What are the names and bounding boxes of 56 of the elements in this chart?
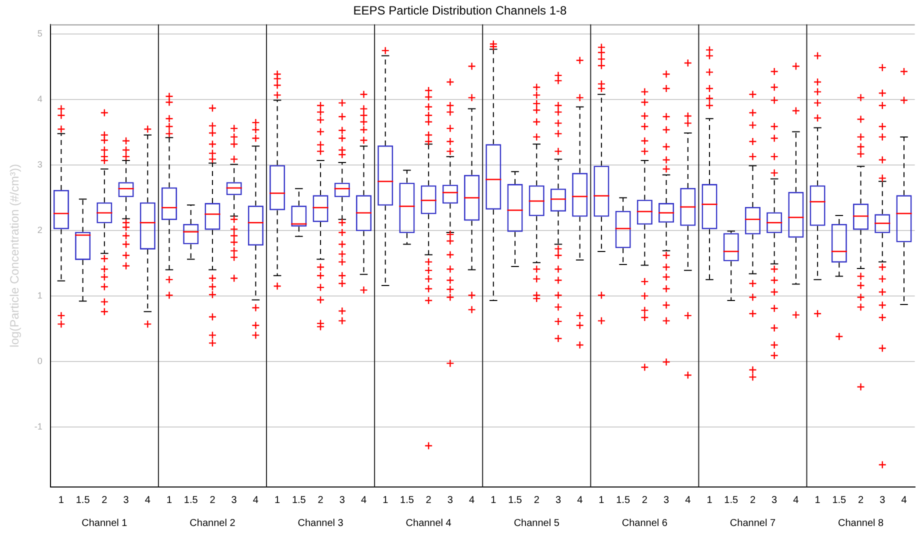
chart-title: EEPS Particle Distribution Channels 1-8 xyxy=(353,4,568,18)
y-tick-label: 2 xyxy=(37,224,42,235)
y-tick-label: 1 xyxy=(37,290,42,300)
y-tick-label: 3 xyxy=(37,160,42,170)
text: Channel 6 xyxy=(622,518,668,529)
x-tick-label: 4 xyxy=(252,494,259,506)
x-tick-label: 2 xyxy=(642,494,648,506)
text: Channel 3 xyxy=(298,518,344,529)
x-tick-label: 3 xyxy=(880,494,886,506)
x-tick-label: 3 xyxy=(772,494,778,506)
x-tick-label: 4 xyxy=(144,494,151,506)
x-tick-label: 1.5 xyxy=(508,494,522,506)
x-tick-label: 1.5 xyxy=(832,494,847,506)
x-tick-label: 2 xyxy=(534,494,540,506)
x-tick-label: 1.5 xyxy=(76,494,90,506)
x-tick-label: 2 xyxy=(426,494,432,506)
x-tick-label: 2 xyxy=(750,494,756,506)
y-tick-label: 4 xyxy=(37,94,42,104)
x-tick-label: 3 xyxy=(447,494,454,506)
x-tick-label: 2 xyxy=(102,494,108,506)
x-tick-label: 3 xyxy=(123,494,130,506)
y-tick-label: 0 xyxy=(37,356,42,366)
text: Channel 2 xyxy=(190,518,236,529)
x-tick-label: 1.5 xyxy=(184,494,198,506)
x-tick-label: 1.5 xyxy=(724,494,738,506)
x-tick-label: 4 xyxy=(469,494,476,506)
x-tick-label: 1 xyxy=(274,494,281,506)
x-tick-label: 3 xyxy=(339,494,346,506)
x-tick-label: 4 xyxy=(685,494,692,506)
x-tick-label: 4 xyxy=(901,494,908,506)
x-tick-label: 1 xyxy=(166,494,172,506)
x-tick-label: 1 xyxy=(382,494,389,506)
x-tick-label: 1 xyxy=(598,494,605,506)
x-tick-label: 3 xyxy=(555,494,562,506)
y-tick-label: -1 xyxy=(34,421,42,432)
x-tick-label: 3 xyxy=(664,494,670,506)
text: Channel 8 xyxy=(838,518,884,529)
x-tick-label: 1.5 xyxy=(292,494,306,506)
text: Channel 7 xyxy=(730,518,776,529)
text: Channel 1 xyxy=(82,518,128,529)
x-tick-label: 4 xyxy=(360,494,367,506)
x-tick-label: 1 xyxy=(490,494,497,506)
x-tick-label: 4 xyxy=(793,494,800,506)
text: Channel 4 xyxy=(406,518,452,529)
x-tick-label: 3 xyxy=(231,494,238,506)
y-tick-label: 5 xyxy=(37,28,42,39)
x-tick-label: 1.5 xyxy=(616,494,630,506)
x-tick-label: 1 xyxy=(58,494,64,506)
text: Channel 5 xyxy=(514,518,560,529)
x-tick-label: 2 xyxy=(858,494,864,506)
x-tick-label: 1 xyxy=(814,494,821,506)
x-tick-label: 2 xyxy=(210,494,216,506)
x-tick-label: 1 xyxy=(706,494,713,506)
x-tick-label: 2 xyxy=(318,494,324,506)
x-tick-label: 1.5 xyxy=(400,494,414,506)
x-tick-label: 4 xyxy=(577,494,584,506)
